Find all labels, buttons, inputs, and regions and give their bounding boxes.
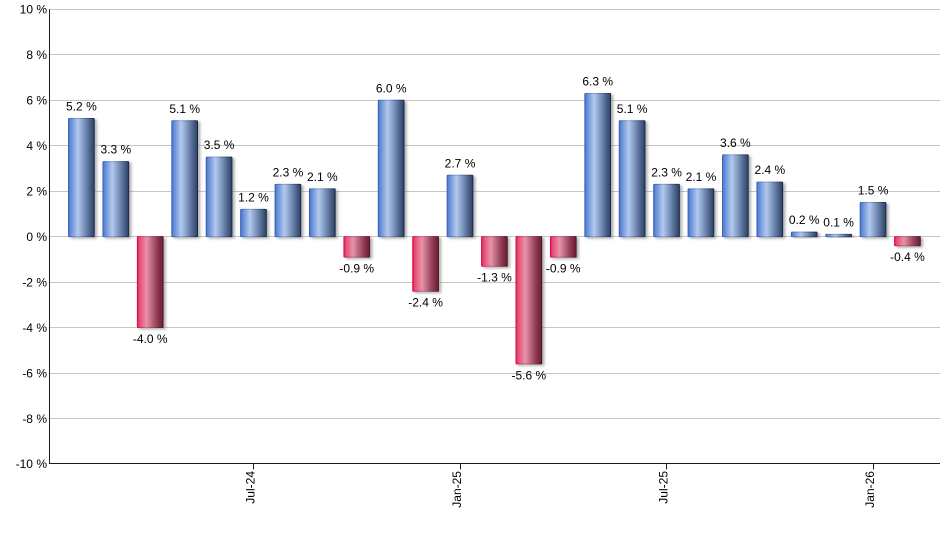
bar-value-label: -1.3 %	[477, 271, 512, 285]
bar-value-label: 2.1 %	[686, 170, 717, 184]
bar-value-label: -0.9 %	[546, 262, 581, 276]
y-axis-label: -6 %	[22, 366, 47, 380]
bar-value-label: -0.9 %	[339, 262, 374, 276]
bar-value-label: -4.0 %	[133, 332, 168, 346]
bar-Dec-24	[412, 236, 439, 292]
bar-value-label: -5.6 %	[512, 368, 547, 382]
y-axis-label: 4 %	[26, 139, 47, 153]
y-axis-labels: 10 % 8 % 6 % 4 % 2 % 0 % -2 % -4 % -6 % -8 % -10 %	[16, 3, 48, 472]
bar-Jun-25	[618, 120, 646, 238]
bar-value-label: -0.4 %	[890, 250, 925, 264]
bar-Feb-24	[68, 117, 95, 238]
x-axis-label: Jan-26	[863, 471, 877, 508]
bar-Feb-26	[894, 236, 921, 247]
bar-Sep-25	[722, 154, 749, 238]
bar-value-label: 1.5 %	[858, 184, 889, 198]
x-axis-labels: Jul-24 Jan-25 Jul-25 Jan-26	[244, 463, 877, 508]
bar-value-label: 5.2 %	[66, 99, 97, 113]
bar-Apr-24	[136, 236, 164, 329]
y-axis-label: -2 %	[22, 275, 47, 289]
bar-value-label: 5.1 %	[617, 102, 648, 116]
y-axis-label: 10 %	[20, 3, 48, 17]
bar-value-label: 2.3 %	[651, 165, 682, 179]
y-axis-label: 8 %	[26, 48, 47, 62]
bar-Jan-26	[859, 202, 887, 238]
bar-Apr-25	[549, 236, 577, 258]
bar-Dec-25	[825, 233, 852, 238]
x-axis-label: Jul-25	[657, 471, 671, 504]
bar-value-labels: 5.2 %3.3 %-4.0 %5.1 %3.5 %1.2 %2.3 % 2.1 …	[66, 74, 925, 382]
bar-Nov-25	[790, 231, 818, 238]
bars	[68, 92, 921, 365]
bar-Nov-24	[377, 99, 405, 238]
bar-value-label: 6.3 %	[582, 74, 613, 88]
y-axis-label: 6 %	[26, 94, 47, 108]
y-axis-label: 2 %	[26, 185, 47, 199]
bar-value-label: 2.3 %	[273, 165, 304, 179]
bar-value-label: 0.2 %	[789, 213, 820, 227]
bar-Sep-24	[308, 188, 336, 238]
bar-value-label: 6.0 %	[376, 81, 407, 95]
bar-Jun-24	[205, 156, 233, 238]
y-axis-label: -8 %	[22, 412, 47, 426]
bar-Feb-25	[481, 236, 508, 267]
bar-value-label: -2.4 %	[408, 296, 443, 310]
bar-Oct-24	[343, 236, 371, 258]
bar-Oct-25	[756, 181, 784, 238]
y-axis-label: 0 %	[26, 230, 47, 244]
bar-value-label: 2.4 %	[754, 163, 785, 177]
x-axis-label: Jul-24	[244, 471, 258, 504]
bar-Mar-25	[515, 236, 543, 365]
y-axis-label: -4 %	[22, 321, 47, 335]
bar-value-label: 3.3 %	[100, 143, 131, 157]
bar-Jan-25	[446, 174, 474, 238]
bar-value-label: 1.2 %	[238, 190, 269, 204]
bar-value-label: 3.5 %	[204, 138, 235, 152]
bar-Jul-25	[653, 183, 680, 238]
bar-Aug-25	[687, 188, 715, 238]
bar-May-24	[171, 120, 199, 238]
x-axis-label: Jan-25	[450, 471, 464, 508]
axes	[48, 9, 940, 464]
bar-value-label: 2.1 %	[307, 170, 338, 184]
bar-value-label: 0.1 %	[823, 215, 854, 229]
bar-Aug-24	[274, 183, 302, 238]
bar-Jul-24	[240, 208, 267, 238]
bar-Mar-24	[102, 161, 130, 238]
bar-value-label: 5.1 %	[169, 102, 200, 116]
bar-value-label: 2.7 %	[445, 156, 476, 170]
bar-value-label: 3.6 %	[720, 136, 751, 150]
y-axis-label: -10 %	[16, 457, 48, 471]
bar-May-25	[584, 92, 612, 238]
